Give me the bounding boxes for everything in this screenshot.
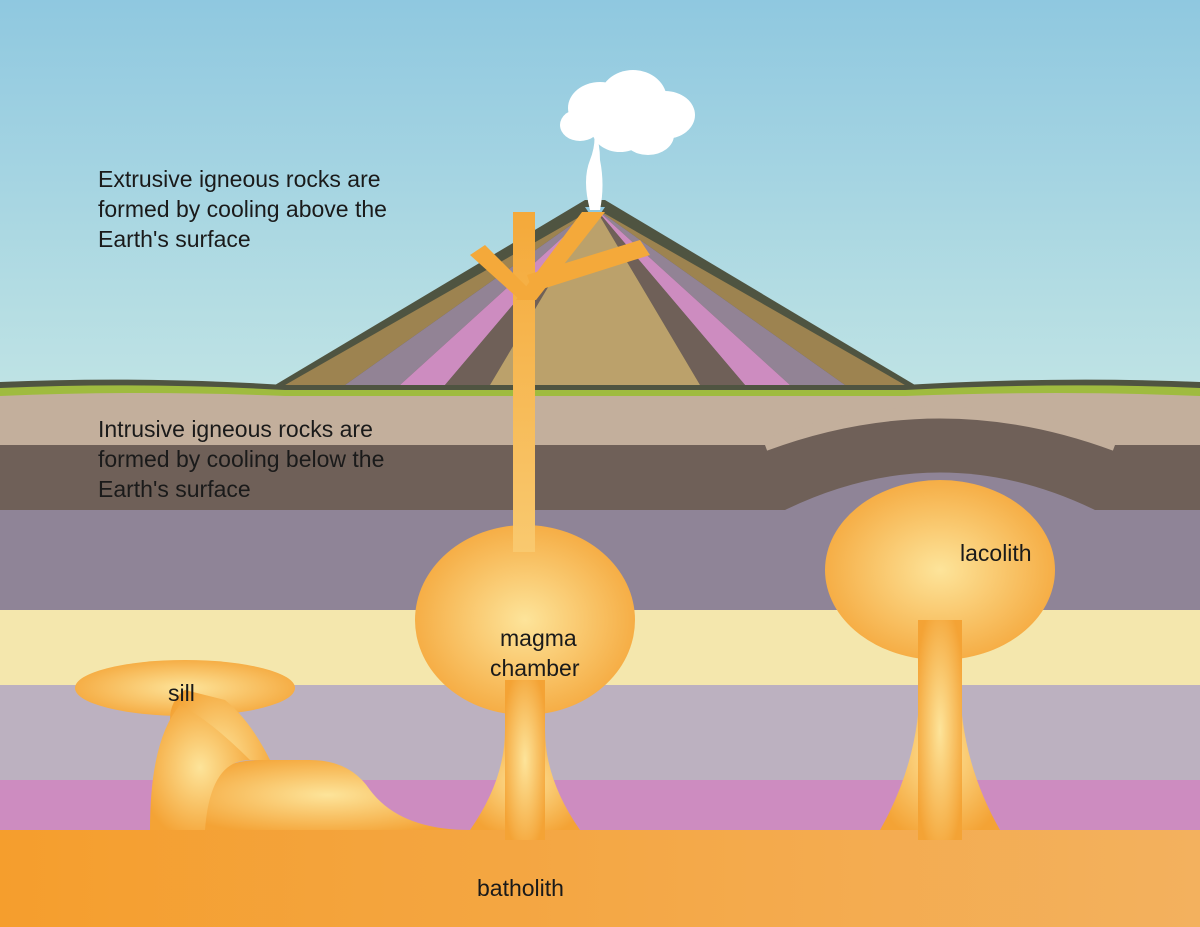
intrusive-caption: Intrusive igneous rocks are formed by co… xyxy=(98,415,448,505)
magma-chamber-label-2: chamber xyxy=(490,655,579,682)
igneous-rock-diagram: Extrusive igneous rocks are formed by co… xyxy=(0,0,1200,927)
batholith-layer xyxy=(0,830,1200,927)
sill-label: sill xyxy=(168,680,195,707)
batholith-label: batholith xyxy=(477,875,564,902)
lacolith-label: lacolith xyxy=(960,540,1032,567)
extrusive-caption: Extrusive igneous rocks are formed by co… xyxy=(98,165,448,255)
magma-chamber-label-1: magma xyxy=(500,625,577,652)
